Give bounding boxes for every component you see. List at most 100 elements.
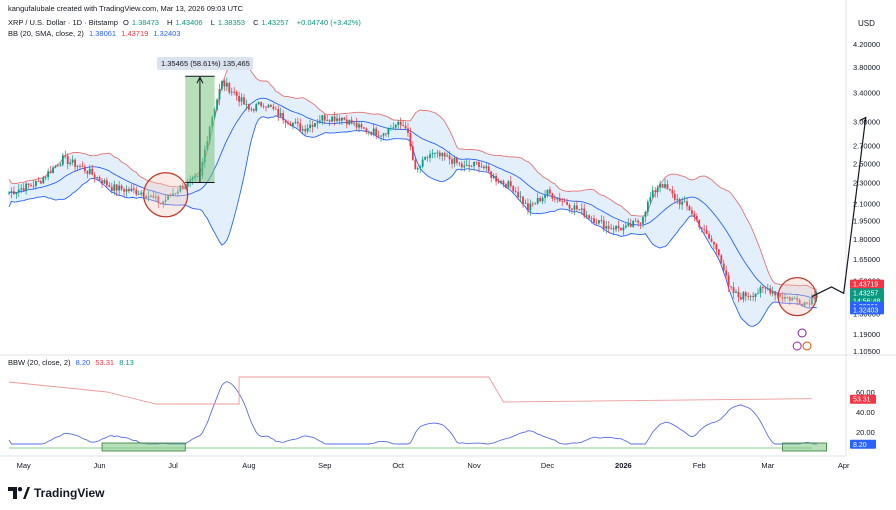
candle-body (534, 203, 537, 205)
candle-body (314, 123, 316, 127)
candle-body (147, 196, 150, 198)
candle-body (737, 291, 740, 298)
bbw-squeeze-box-2 (782, 442, 827, 452)
tag-lower: 1.32403 (853, 307, 878, 314)
candle-body (504, 183, 507, 188)
candle-body (517, 191, 520, 197)
candle-body (76, 166, 79, 168)
candle-body (164, 199, 167, 202)
candle-body (348, 119, 351, 125)
candle-body (487, 166, 490, 172)
candle-body (791, 298, 794, 301)
price-tick-label: 3.80000 (853, 63, 880, 72)
candle-body (438, 152, 441, 157)
candle-body (752, 295, 755, 297)
candle-body (71, 159, 74, 163)
candle-body (512, 186, 515, 192)
candle-body (478, 162, 480, 167)
candle-body (103, 180, 106, 184)
candle-body (218, 89, 221, 100)
candle-body (676, 199, 679, 200)
candle-body (793, 298, 796, 299)
candle-body (125, 189, 128, 192)
candle-body (247, 104, 250, 110)
candle-body (522, 196, 524, 204)
candle-body (289, 123, 292, 126)
candle-body (358, 124, 360, 128)
candle-body (546, 189, 549, 196)
candle-body (764, 287, 767, 289)
time-tick-label: Nov (467, 461, 481, 470)
candle-body (20, 188, 23, 190)
candle-body (624, 225, 627, 228)
candle-body (387, 128, 390, 135)
candle-body (345, 119, 348, 125)
candle-body (796, 298, 799, 300)
candle-body (299, 123, 302, 131)
candle-body (64, 155, 67, 157)
candle-body (698, 219, 701, 228)
candle-body (434, 153, 436, 154)
candle-body (404, 125, 407, 129)
candle-body (776, 294, 779, 296)
candle-body (162, 201, 165, 204)
candle-body (732, 287, 735, 293)
price-tick-label: 4.20000 (853, 40, 880, 49)
candle-body (179, 185, 182, 192)
candle-body (152, 195, 155, 198)
candle-body (267, 104, 270, 108)
candle-body (610, 228, 613, 230)
candle-body (759, 287, 762, 293)
bbw-squeeze-box-1 (101, 442, 186, 452)
candle-body (370, 131, 373, 135)
time-tick-label: Dec (541, 461, 555, 470)
candle-body (333, 116, 336, 121)
candle-body (703, 229, 706, 231)
candle-body (279, 113, 282, 117)
candle-body (216, 99, 218, 110)
price-tick-label: 3.40000 (853, 89, 880, 98)
candle-body (590, 218, 593, 220)
candle-body (656, 187, 659, 192)
time-tick-label: Oct (392, 461, 405, 470)
candle-body (637, 220, 639, 223)
tag-close-bg (850, 288, 884, 298)
candle-body (607, 226, 610, 229)
candle-body (681, 201, 684, 205)
candle-body (725, 270, 728, 276)
tag-bbw-low: 8.20 (853, 442, 867, 449)
candle-body (115, 184, 118, 191)
candle-body (810, 296, 813, 305)
candle-body (482, 166, 485, 169)
candle-body (137, 194, 140, 195)
candle-body (81, 166, 84, 168)
candle-body (735, 291, 737, 293)
candle-body (605, 226, 608, 229)
candle-body (646, 201, 649, 212)
candle-body (693, 214, 696, 217)
candle-body (593, 218, 595, 223)
candle-body (169, 194, 172, 196)
band-fill (9, 59, 817, 327)
candle-body (766, 288, 769, 290)
candle-body (240, 97, 243, 102)
candle-body (551, 193, 554, 199)
candle-body (409, 133, 412, 147)
candle-body (779, 294, 781, 297)
candle-body (257, 102, 260, 105)
bbw-tick-label: 20.00 (856, 428, 875, 437)
candle-body (350, 119, 353, 124)
candle-body (277, 109, 280, 117)
candle-body (664, 184, 666, 188)
candle-body (678, 199, 681, 205)
candle-body (110, 187, 113, 191)
candle-body (536, 198, 539, 204)
tradingview-logo[interactable]: TradingView (8, 486, 104, 500)
candle-body (717, 249, 720, 256)
candle-body (262, 106, 265, 107)
bbw-legend: BBW (20, close, 2) 8.20 53.31 8.13 (8, 358, 134, 367)
candle-body (385, 133, 387, 135)
time-tick-label: 2026 (615, 461, 632, 470)
price-tick-label: 2.30000 (853, 178, 880, 187)
